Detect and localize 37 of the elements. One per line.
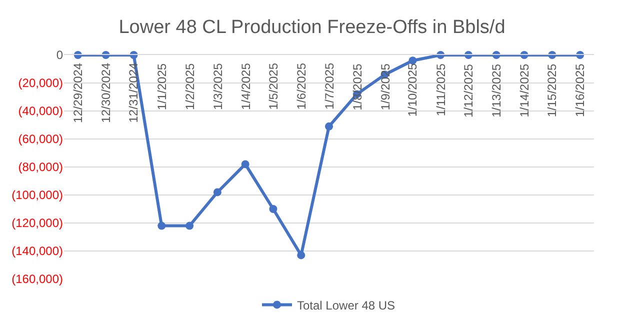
y-tick-label: (40,000) xyxy=(18,104,63,118)
y-tick-label: (100,000) xyxy=(12,188,63,202)
chart-title: Lower 48 CL Production Freeze-Offs in Bbls/d xyxy=(118,17,506,38)
x-tick-label: 12/31/2024 xyxy=(126,62,141,123)
y-tick-label: (160,000) xyxy=(12,272,63,286)
x-tick-label: 1/2/2025 xyxy=(183,62,198,110)
point xyxy=(297,251,306,260)
x-tick-label: 1/16/2025 xyxy=(573,63,588,118)
x-tick-label: 1/8/2025 xyxy=(350,63,364,110)
y-tick-label: (140,000) xyxy=(12,244,63,258)
x-tick-label: 1/14/2025 xyxy=(517,64,532,118)
point xyxy=(325,122,333,130)
point xyxy=(213,188,222,196)
point xyxy=(158,222,166,230)
x-tick-label: 12/29/2024 xyxy=(70,62,85,123)
x-tick-label: 1/13/2025 xyxy=(489,64,504,118)
y-tick-label: (80,000) xyxy=(18,160,63,174)
x-tick-label: 1/1/2025 xyxy=(155,63,170,110)
x-tick-label: 1/3/2025 xyxy=(210,62,225,110)
x-tick-label: 1/7/2025 xyxy=(322,62,336,110)
x-tick-label: 1/12/2025 xyxy=(461,64,476,118)
x-tick-label: 1/5/2025 xyxy=(266,62,281,110)
x-tick-label: 12/30/2024 xyxy=(98,62,113,123)
x-tick-label: 1/6/2025 xyxy=(294,62,309,110)
x-tick-label: 1/11/2025 xyxy=(434,63,448,116)
x-tick-label: 1/4/2025 xyxy=(238,62,253,110)
x-tick-label: 1/9/2025 xyxy=(378,63,392,110)
y-tick-label: (120,000) xyxy=(12,216,63,230)
x-tick-label: 1/10/2025 xyxy=(406,62,420,117)
point xyxy=(269,205,278,213)
y-tick-label: (20,000) xyxy=(18,76,63,90)
point xyxy=(186,222,194,230)
x-tick-label: 1/15/2025 xyxy=(545,63,560,118)
legend-label: Total Lower 48 US xyxy=(297,298,396,312)
point xyxy=(241,160,250,168)
y-tick-label: (60,000) xyxy=(18,132,63,146)
y-tick-label: 0 xyxy=(56,48,64,62)
